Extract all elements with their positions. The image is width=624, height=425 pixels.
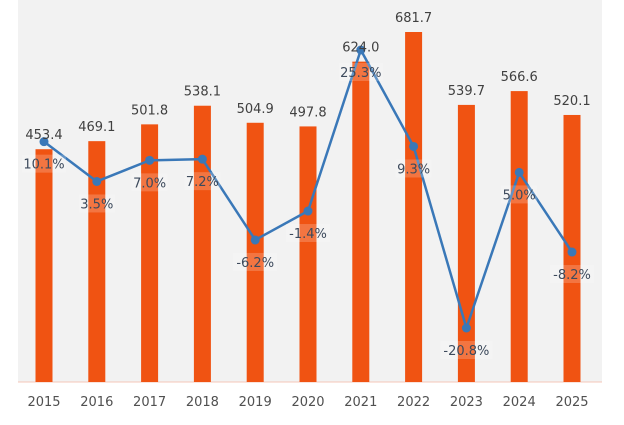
line-label-bg	[440, 341, 493, 359]
line-label-2025: -8.2%	[553, 268, 591, 283]
x-tick-2016: 2016	[80, 395, 113, 410]
line-label-2023: -20.8%	[443, 344, 489, 359]
line-label-2020: -1.4%	[289, 227, 327, 242]
line-label-bg	[550, 265, 594, 284]
line-point-2016	[92, 176, 102, 186]
bar-2022	[405, 32, 423, 382]
line-label-bg	[286, 224, 330, 243]
line-point-2024	[514, 167, 524, 177]
x-tick-2017: 2017	[133, 395, 166, 410]
bar-2024	[510, 91, 528, 382]
bar-2018	[193, 105, 211, 382]
x-tick-2025: 2025	[555, 395, 588, 410]
line-label-bg	[78, 194, 115, 213]
bar-2015	[35, 149, 53, 382]
x-tick-2015: 2015	[27, 395, 60, 410]
line-label-bg	[131, 173, 168, 192]
line-point-2020	[303, 206, 313, 216]
line-label-bg	[184, 172, 221, 191]
x-tick-2024: 2024	[503, 395, 536, 410]
x-tick-2018: 2018	[186, 395, 219, 410]
bar-2020	[299, 126, 317, 382]
x-tick-2023: 2023	[450, 395, 483, 410]
bar-label-2023: 539.7	[448, 84, 485, 99]
bar-2017	[141, 124, 159, 382]
bar-2016	[88, 141, 106, 382]
bar-label-2025: 520.1	[553, 94, 590, 109]
x-tick-2022: 2022	[397, 395, 430, 410]
line-point-2017	[145, 155, 155, 165]
bar-label-2024: 566.6	[501, 70, 538, 85]
line-label-2018: 7.2%	[186, 175, 219, 190]
line-label-bg	[338, 63, 383, 81]
line-label-bg	[395, 159, 432, 178]
bar-label-2016: 469.1	[78, 120, 115, 135]
line-label-2021: 25.3%	[340, 66, 381, 81]
line-point-2025	[567, 247, 577, 257]
line-point-2021	[356, 45, 366, 55]
line-point-2019	[250, 235, 260, 245]
line-label-2016: 3.5%	[80, 197, 113, 212]
line-label-bg	[233, 252, 278, 271]
line-point-2018	[197, 154, 207, 164]
line-label-2015: 10.1%	[23, 158, 64, 173]
x-tick-2020: 2020	[291, 395, 324, 410]
bar-label-2015: 453.4	[25, 128, 62, 143]
line-label-2017: 7.0%	[133, 176, 166, 191]
bar-2019	[246, 122, 264, 382]
x-tick-2021: 2021	[344, 395, 377, 410]
line-label-2019: -6.2%	[236, 256, 274, 271]
line-point-2023	[461, 323, 471, 333]
x-tick-2019: 2019	[239, 395, 272, 410]
bar-label-2018: 538.1	[184, 85, 221, 100]
bar-label-2021: 624.0	[342, 41, 379, 56]
bar-label-2020: 497.8	[289, 105, 326, 120]
bar-label-2019: 504.9	[237, 102, 274, 117]
line-label-bg	[501, 185, 538, 204]
line-label-2022: 9.3%	[397, 162, 430, 177]
bar-label-2022: 681.7	[395, 11, 432, 26]
bar-2023	[457, 104, 475, 382]
bar-label-2017: 501.8	[131, 103, 168, 118]
bar-2021	[352, 61, 370, 382]
line-point-2015	[39, 137, 49, 147]
line-point-2022	[409, 141, 419, 151]
line-label-bg	[22, 154, 66, 173]
line-label-2024: 5.0%	[503, 188, 536, 203]
